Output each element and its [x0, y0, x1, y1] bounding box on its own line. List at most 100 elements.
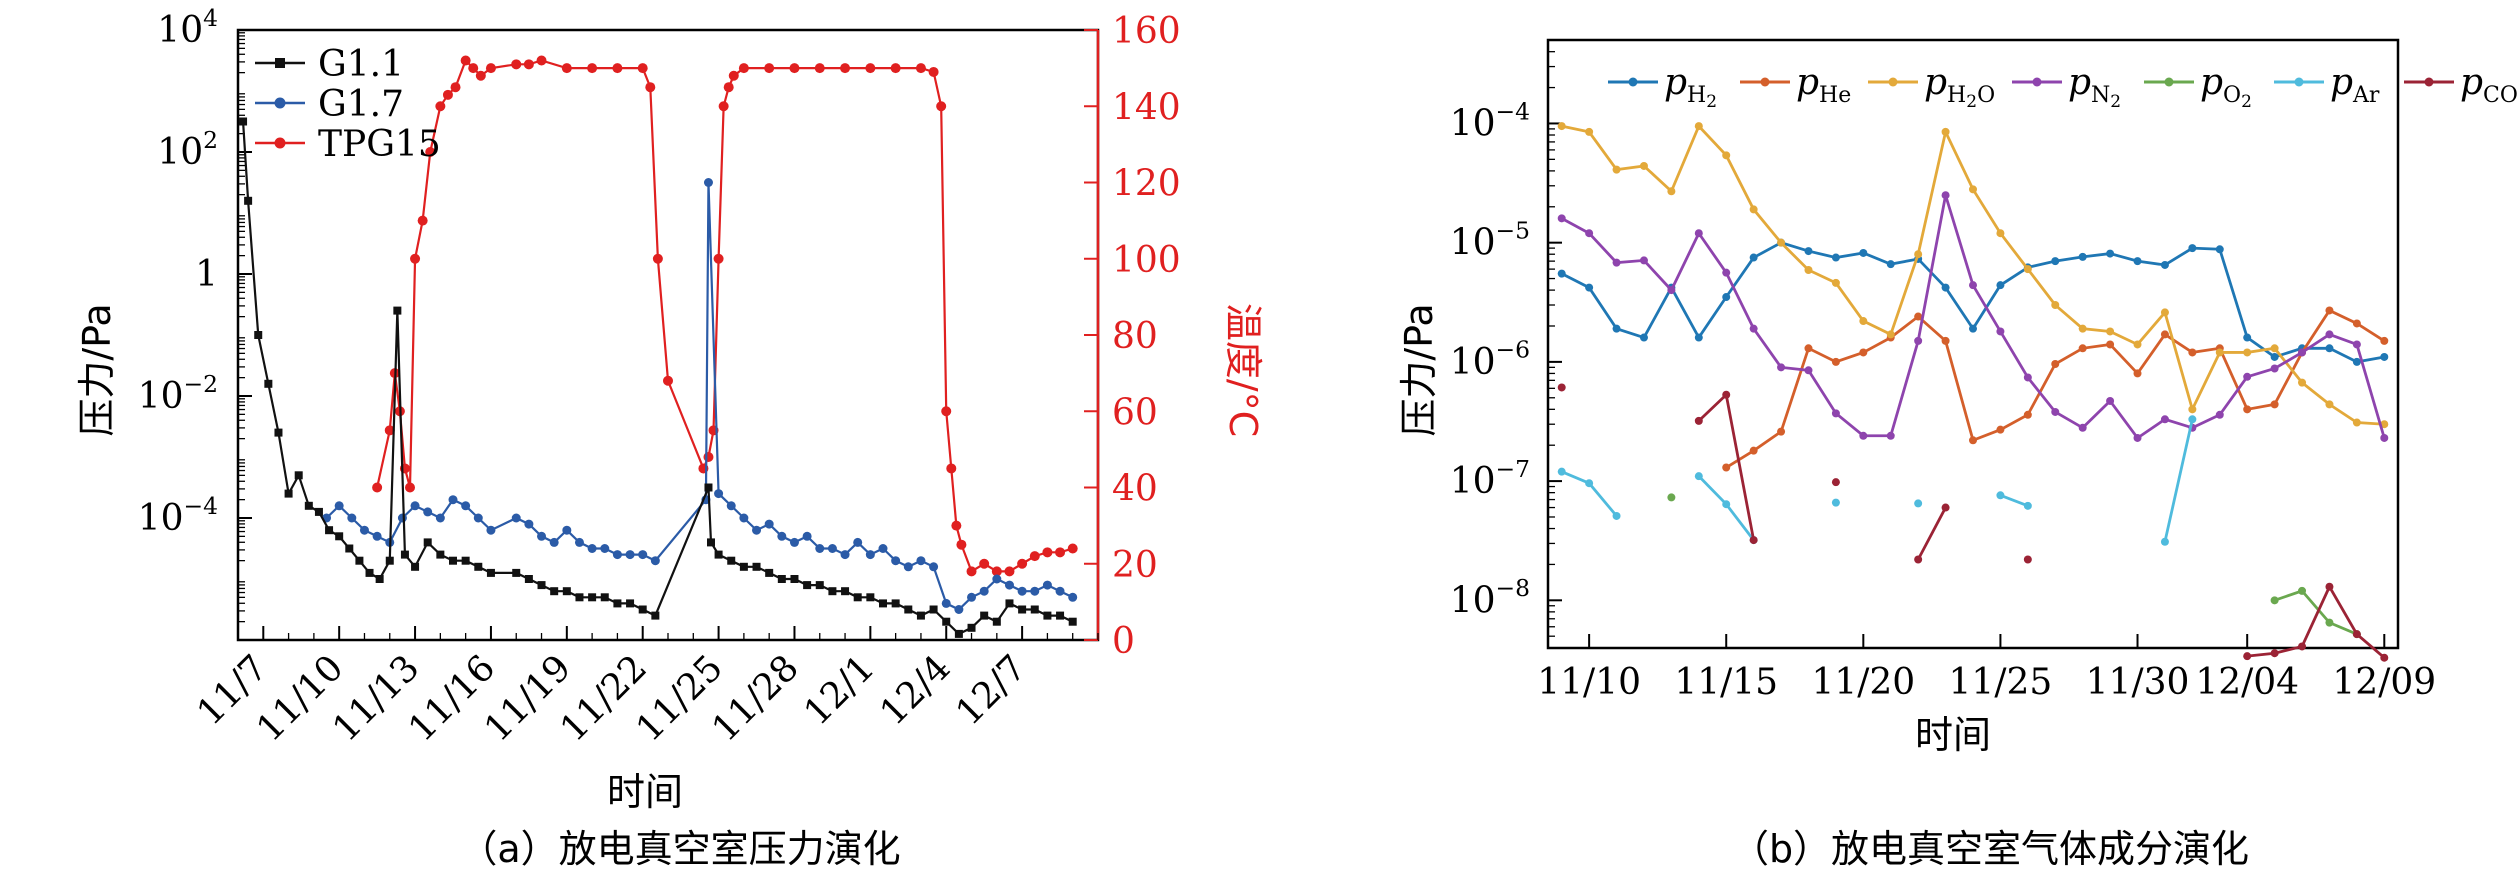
point-phe — [1914, 312, 1923, 321]
series-line-phe — [1725, 308, 2386, 469]
point-g1-1 — [600, 593, 609, 602]
point-ph2 — [2133, 257, 2142, 266]
point-pn2 — [2270, 364, 2279, 373]
point-g1-7 — [397, 513, 407, 523]
point-g1-7 — [815, 544, 825, 553]
x-tick-label: 12/1 — [797, 647, 883, 733]
point-ph2o — [1804, 265, 1813, 274]
point-g1-1 — [727, 556, 736, 565]
series-line-par — [1561, 470, 1618, 517]
point-ph2o — [1941, 127, 1950, 136]
point-phe — [1941, 336, 1950, 345]
point-g1-7 — [764, 519, 774, 529]
point-ph2o — [2325, 400, 2334, 409]
point-pco2 — [1914, 555, 1923, 564]
point-pn2 — [2215, 410, 2224, 419]
point-g1-1 — [704, 483, 713, 492]
point-pn2 — [1694, 229, 1703, 238]
point-g1-1 — [393, 306, 402, 315]
point-ph2o — [2078, 324, 2087, 333]
point-tpg15 — [840, 63, 851, 74]
point-tpg15 — [612, 63, 623, 74]
point-g1-7 — [1017, 586, 1027, 596]
point-ph2o — [2160, 308, 2169, 317]
point-par — [1914, 499, 1923, 508]
point-g1-1 — [803, 581, 812, 590]
panel-a-x-axis-label: 时间 — [607, 770, 683, 814]
point-tpg15 — [1067, 543, 1078, 554]
point-pn2 — [2023, 373, 2032, 382]
legend-label: pHe — [1796, 62, 1851, 108]
point-pn2 — [1585, 229, 1594, 238]
point-tpg15 — [1029, 551, 1040, 562]
point-pco2 — [2023, 555, 2032, 564]
point-ph2o — [1831, 278, 1840, 287]
point-pn2 — [1996, 327, 2005, 336]
point-tpg15 — [928, 66, 939, 77]
point-pco2 — [2270, 649, 2279, 658]
point-g1-7 — [714, 489, 724, 499]
point-tpg15 — [536, 55, 547, 66]
point-tpg15 — [979, 558, 990, 569]
point-pn2 — [2380, 433, 2389, 442]
point-g1-1 — [284, 489, 293, 498]
point-tpg15 — [728, 70, 739, 81]
point-g1-1 — [345, 544, 354, 553]
point-pn2 — [1667, 286, 1676, 295]
point-ph2 — [1694, 333, 1703, 342]
point-po2 — [1667, 493, 1676, 502]
point-phe — [2023, 410, 2032, 419]
point-g1-1 — [1068, 617, 1077, 626]
point-tpg15 — [485, 63, 496, 74]
point-g1-1 — [411, 562, 420, 571]
y-tick-label: 10−5 — [1450, 216, 1530, 263]
point-tpg15 — [652, 253, 663, 264]
point-pn2 — [2106, 396, 2115, 405]
point-tpg15 — [703, 452, 714, 462]
x-tick-label: 11/30 — [2086, 662, 2190, 703]
point-phe — [1722, 463, 1731, 472]
point-ph2 — [2160, 260, 2169, 269]
point-tpg15 — [637, 63, 648, 74]
point-g1-7 — [954, 605, 964, 614]
point-tpg15 — [764, 63, 775, 74]
legend-marker — [2032, 77, 2042, 87]
point-g1-7 — [524, 519, 534, 529]
point-phe — [2352, 319, 2361, 328]
y-tick-label: 10−4 — [1450, 97, 1530, 144]
point-ph2o — [1667, 187, 1676, 196]
point-pco2 — [1749, 536, 1758, 545]
point-pco2 — [1722, 390, 1731, 399]
point-g1-1 — [638, 605, 647, 614]
point-g1-7 — [423, 507, 433, 517]
point-tpg15 — [384, 425, 395, 436]
panel-a-right-axis: 0 20 40 60 80 100 120 140 160 — [1084, 11, 1181, 662]
point-g1-7 — [891, 556, 901, 566]
point-ph2 — [2051, 257, 2060, 266]
point-g1-1 — [752, 562, 761, 571]
point-po2 — [2270, 596, 2279, 605]
point-g1-1 — [790, 575, 799, 583]
point-ph2o — [1777, 238, 1786, 247]
point-g1-7 — [979, 586, 989, 596]
point-ph2o — [2352, 418, 2361, 427]
point-tpg15 — [442, 89, 453, 100]
point-ph2o — [2106, 327, 2115, 336]
point-g1-1 — [575, 593, 584, 602]
point-po2 — [2325, 618, 2334, 627]
panel-b-y-axis-label: 压力/Pa — [1397, 303, 1441, 436]
point-tpg15 — [915, 63, 926, 74]
point-pn2 — [1831, 409, 1840, 418]
point-g1-7 — [587, 544, 597, 553]
panel-a-x-axis: 11/711/1011/1311/1611/1911/2211/2511/281… — [190, 626, 1099, 750]
point-tpg15 — [738, 63, 749, 74]
point-g1-1 — [841, 587, 850, 596]
point-g1-1 — [385, 556, 394, 565]
point-tpg15 — [951, 520, 962, 531]
point-phe — [1804, 344, 1813, 353]
point-g1-7 — [992, 574, 1002, 584]
point-g1-1 — [1018, 605, 1027, 614]
point-par — [1996, 491, 2005, 500]
point-ph2o — [1694, 122, 1703, 131]
point-g1-1 — [562, 587, 571, 596]
